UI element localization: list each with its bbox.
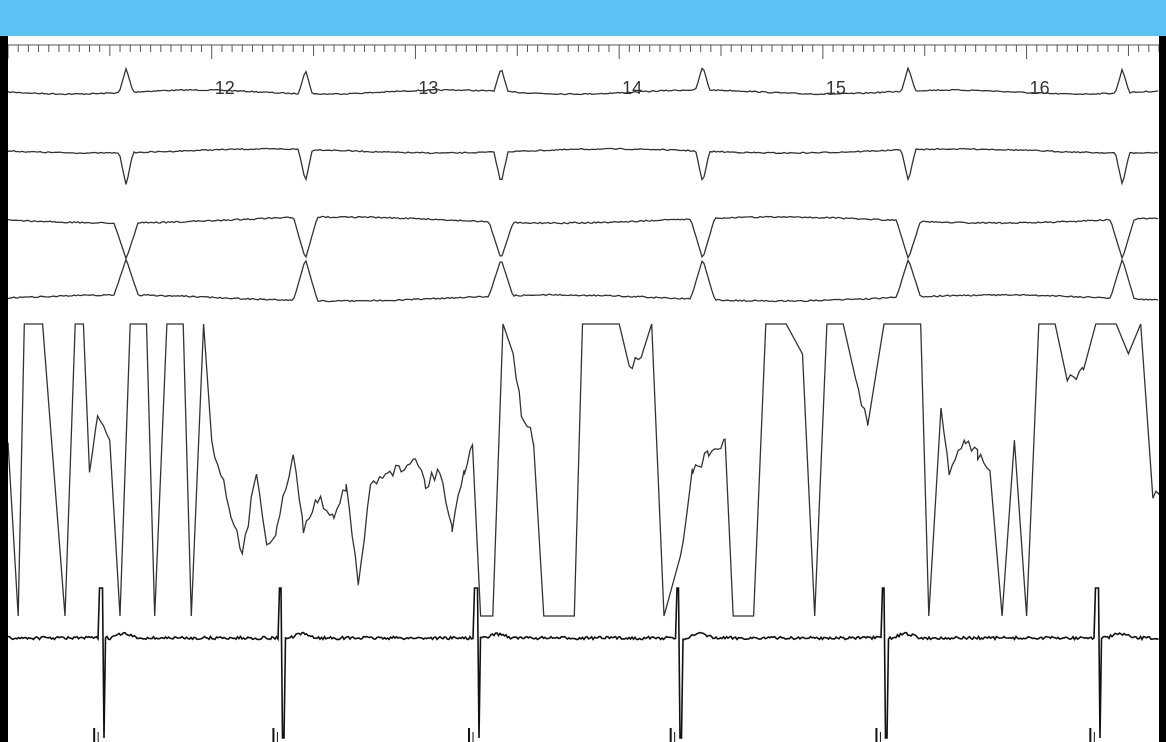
top-title-bar (0, 0, 1166, 36)
tick-label-15: 15 (826, 78, 846, 98)
tick-label-12: 12 (215, 78, 235, 98)
tick-label-14: 14 (622, 78, 642, 98)
tick-label-16: 16 (1030, 78, 1050, 98)
time-ruler (8, 44, 1159, 59)
trace-channel-4 (8, 323, 1159, 617)
tick-label-13: 13 (418, 78, 438, 98)
trace-channel-5 (8, 587, 1159, 739)
bottom-pacing-ticks (93, 728, 1095, 742)
left-frame-border (0, 36, 8, 742)
trace-channels (8, 66, 1159, 739)
trace-channel-3-lower (8, 257, 1159, 303)
tracing-plot: 12 13 14 15 16 (8, 44, 1159, 742)
right-frame-border (1159, 36, 1166, 742)
trace-channel-2 (8, 147, 1159, 186)
trace-channel-3-upper (8, 215, 1158, 261)
trace-channel-1 (8, 66, 1159, 96)
